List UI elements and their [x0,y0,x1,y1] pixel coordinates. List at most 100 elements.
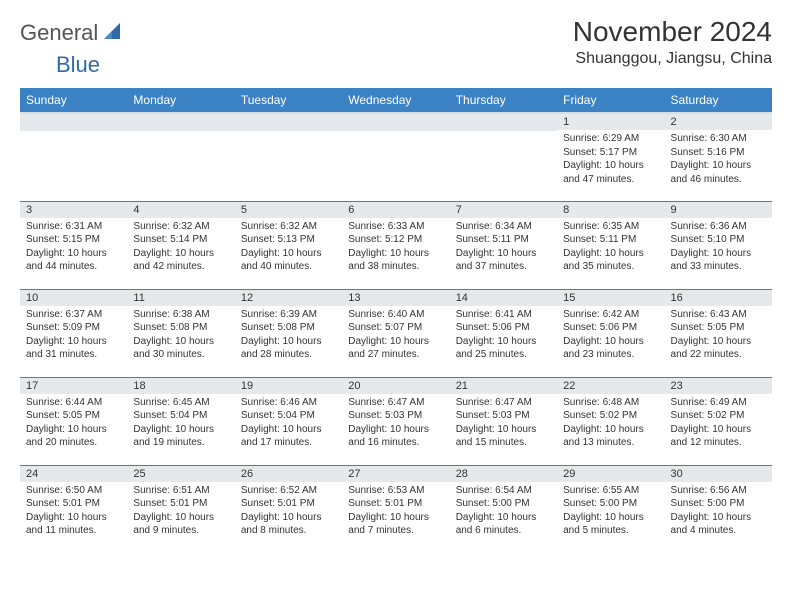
sunrise-text: Sunrise: 6:42 AM [563,308,658,322]
calendar-cell: 23Sunrise: 6:49 AMSunset: 5:02 PMDayligh… [665,377,772,465]
sunset-text: Sunset: 5:05 PM [26,409,121,423]
sunrise-text: Sunrise: 6:36 AM [671,220,766,234]
sunset-text: Sunset: 5:17 PM [563,146,658,160]
daylight-text: Daylight: 10 hours and 15 minutes. [456,423,551,450]
day-details: Sunrise: 6:39 AMSunset: 5:08 PMDaylight:… [235,306,342,366]
sunrise-text: Sunrise: 6:48 AM [563,396,658,410]
day-number-bar: 22 [557,378,664,394]
calendar-cell [127,113,234,201]
day-details: Sunrise: 6:31 AMSunset: 5:15 PMDaylight:… [20,218,127,278]
sunset-text: Sunset: 5:05 PM [671,321,766,335]
calendar-week-row: 1Sunrise: 6:29 AMSunset: 5:17 PMDaylight… [20,113,772,201]
daylight-text: Daylight: 10 hours and 23 minutes. [563,335,658,362]
calendar-cell: 28Sunrise: 6:54 AMSunset: 5:00 PMDayligh… [450,465,557,553]
day-details: Sunrise: 6:33 AMSunset: 5:12 PMDaylight:… [342,218,449,278]
calendar-cell: 7Sunrise: 6:34 AMSunset: 5:11 PMDaylight… [450,201,557,289]
logo-text-blue: Blue [56,52,100,77]
daylight-text: Daylight: 10 hours and 25 minutes. [456,335,551,362]
sunset-text: Sunset: 5:02 PM [671,409,766,423]
calendar-cell [235,113,342,201]
calendar-cell: 24Sunrise: 6:50 AMSunset: 5:01 PMDayligh… [20,465,127,553]
day-number-bar: 19 [235,378,342,394]
sunset-text: Sunset: 5:08 PM [241,321,336,335]
sail-icon [102,21,122,46]
day-number-bar: 8 [557,202,664,218]
sunset-text: Sunset: 5:16 PM [671,146,766,160]
day-number-bar [20,114,127,131]
sunrise-text: Sunrise: 6:56 AM [671,484,766,498]
calendar-cell: 10Sunrise: 6:37 AMSunset: 5:09 PMDayligh… [20,289,127,377]
daylight-text: Daylight: 10 hours and 44 minutes. [26,247,121,274]
day-number-bar: 27 [342,466,449,482]
sunset-text: Sunset: 5:00 PM [563,497,658,511]
daylight-text: Daylight: 10 hours and 17 minutes. [241,423,336,450]
sunrise-text: Sunrise: 6:29 AM [563,132,658,146]
sunrise-text: Sunrise: 6:32 AM [133,220,228,234]
sunrise-text: Sunrise: 6:45 AM [133,396,228,410]
calendar-cell: 3Sunrise: 6:31 AMSunset: 5:15 PMDaylight… [20,201,127,289]
day-number-bar: 11 [127,290,234,306]
day-number-bar: 28 [450,466,557,482]
day-number-bar: 15 [557,290,664,306]
sunrise-text: Sunrise: 6:53 AM [348,484,443,498]
calendar-table: Sunday Monday Tuesday Wednesday Thursday… [20,88,772,553]
day-number-bar: 9 [665,202,772,218]
daylight-text: Daylight: 10 hours and 28 minutes. [241,335,336,362]
daylight-text: Daylight: 10 hours and 5 minutes. [563,511,658,538]
logo-text-general: General [20,20,98,46]
sunrise-text: Sunrise: 6:38 AM [133,308,228,322]
sunrise-text: Sunrise: 6:31 AM [26,220,121,234]
day-number-bar: 24 [20,466,127,482]
daylight-text: Daylight: 10 hours and 22 minutes. [671,335,766,362]
sunset-text: Sunset: 5:00 PM [456,497,551,511]
day-details: Sunrise: 6:55 AMSunset: 5:00 PMDaylight:… [557,482,664,542]
calendar-page: General November 2024 Shuanggou, Jiangsu… [0,0,792,569]
sunrise-text: Sunrise: 6:30 AM [671,132,766,146]
day-details: Sunrise: 6:47 AMSunset: 5:03 PMDaylight:… [450,394,557,454]
day-number-bar: 29 [557,466,664,482]
calendar-cell: 25Sunrise: 6:51 AMSunset: 5:01 PMDayligh… [127,465,234,553]
calendar-cell: 5Sunrise: 6:32 AMSunset: 5:13 PMDaylight… [235,201,342,289]
sunrise-text: Sunrise: 6:49 AM [671,396,766,410]
sunrise-text: Sunrise: 6:52 AM [241,484,336,498]
sunrise-text: Sunrise: 6:50 AM [26,484,121,498]
calendar-cell: 13Sunrise: 6:40 AMSunset: 5:07 PMDayligh… [342,289,449,377]
calendar-cell: 19Sunrise: 6:46 AMSunset: 5:04 PMDayligh… [235,377,342,465]
daylight-text: Daylight: 10 hours and 42 minutes. [133,247,228,274]
daylight-text: Daylight: 10 hours and 46 minutes. [671,159,766,186]
sunrise-text: Sunrise: 6:43 AM [671,308,766,322]
calendar-cell: 6Sunrise: 6:33 AMSunset: 5:12 PMDaylight… [342,201,449,289]
daylight-text: Daylight: 10 hours and 40 minutes. [241,247,336,274]
calendar-week-row: 3Sunrise: 6:31 AMSunset: 5:15 PMDaylight… [20,201,772,289]
day-number-bar: 17 [20,378,127,394]
daylight-text: Daylight: 10 hours and 11 minutes. [26,511,121,538]
weekday-header: Thursday [450,88,557,113]
daylight-text: Daylight: 10 hours and 33 minutes. [671,247,766,274]
daylight-text: Daylight: 10 hours and 4 minutes. [671,511,766,538]
sunset-text: Sunset: 5:09 PM [26,321,121,335]
title-block: November 2024 Shuanggou, Jiangsu, China [573,16,772,68]
day-details: Sunrise: 6:37 AMSunset: 5:09 PMDaylight:… [20,306,127,366]
day-details: Sunrise: 6:52 AMSunset: 5:01 PMDaylight:… [235,482,342,542]
day-details: Sunrise: 6:42 AMSunset: 5:06 PMDaylight:… [557,306,664,366]
calendar-week-row: 10Sunrise: 6:37 AMSunset: 5:09 PMDayligh… [20,289,772,377]
calendar-cell [450,113,557,201]
day-number-bar: 5 [235,202,342,218]
calendar-cell [20,113,127,201]
sunset-text: Sunset: 5:01 PM [26,497,121,511]
daylight-text: Daylight: 10 hours and 38 minutes. [348,247,443,274]
day-number-bar: 14 [450,290,557,306]
day-number-bar: 21 [450,378,557,394]
day-number-bar: 25 [127,466,234,482]
sunrise-text: Sunrise: 6:47 AM [348,396,443,410]
day-number-bar: 7 [450,202,557,218]
sunrise-text: Sunrise: 6:40 AM [348,308,443,322]
sunset-text: Sunset: 5:10 PM [671,233,766,247]
sunset-text: Sunset: 5:04 PM [133,409,228,423]
sunrise-text: Sunrise: 6:41 AM [456,308,551,322]
sunrise-text: Sunrise: 6:51 AM [133,484,228,498]
calendar-cell [342,113,449,201]
sunset-text: Sunset: 5:13 PM [241,233,336,247]
day-number-bar: 16 [665,290,772,306]
day-details: Sunrise: 6:50 AMSunset: 5:01 PMDaylight:… [20,482,127,542]
